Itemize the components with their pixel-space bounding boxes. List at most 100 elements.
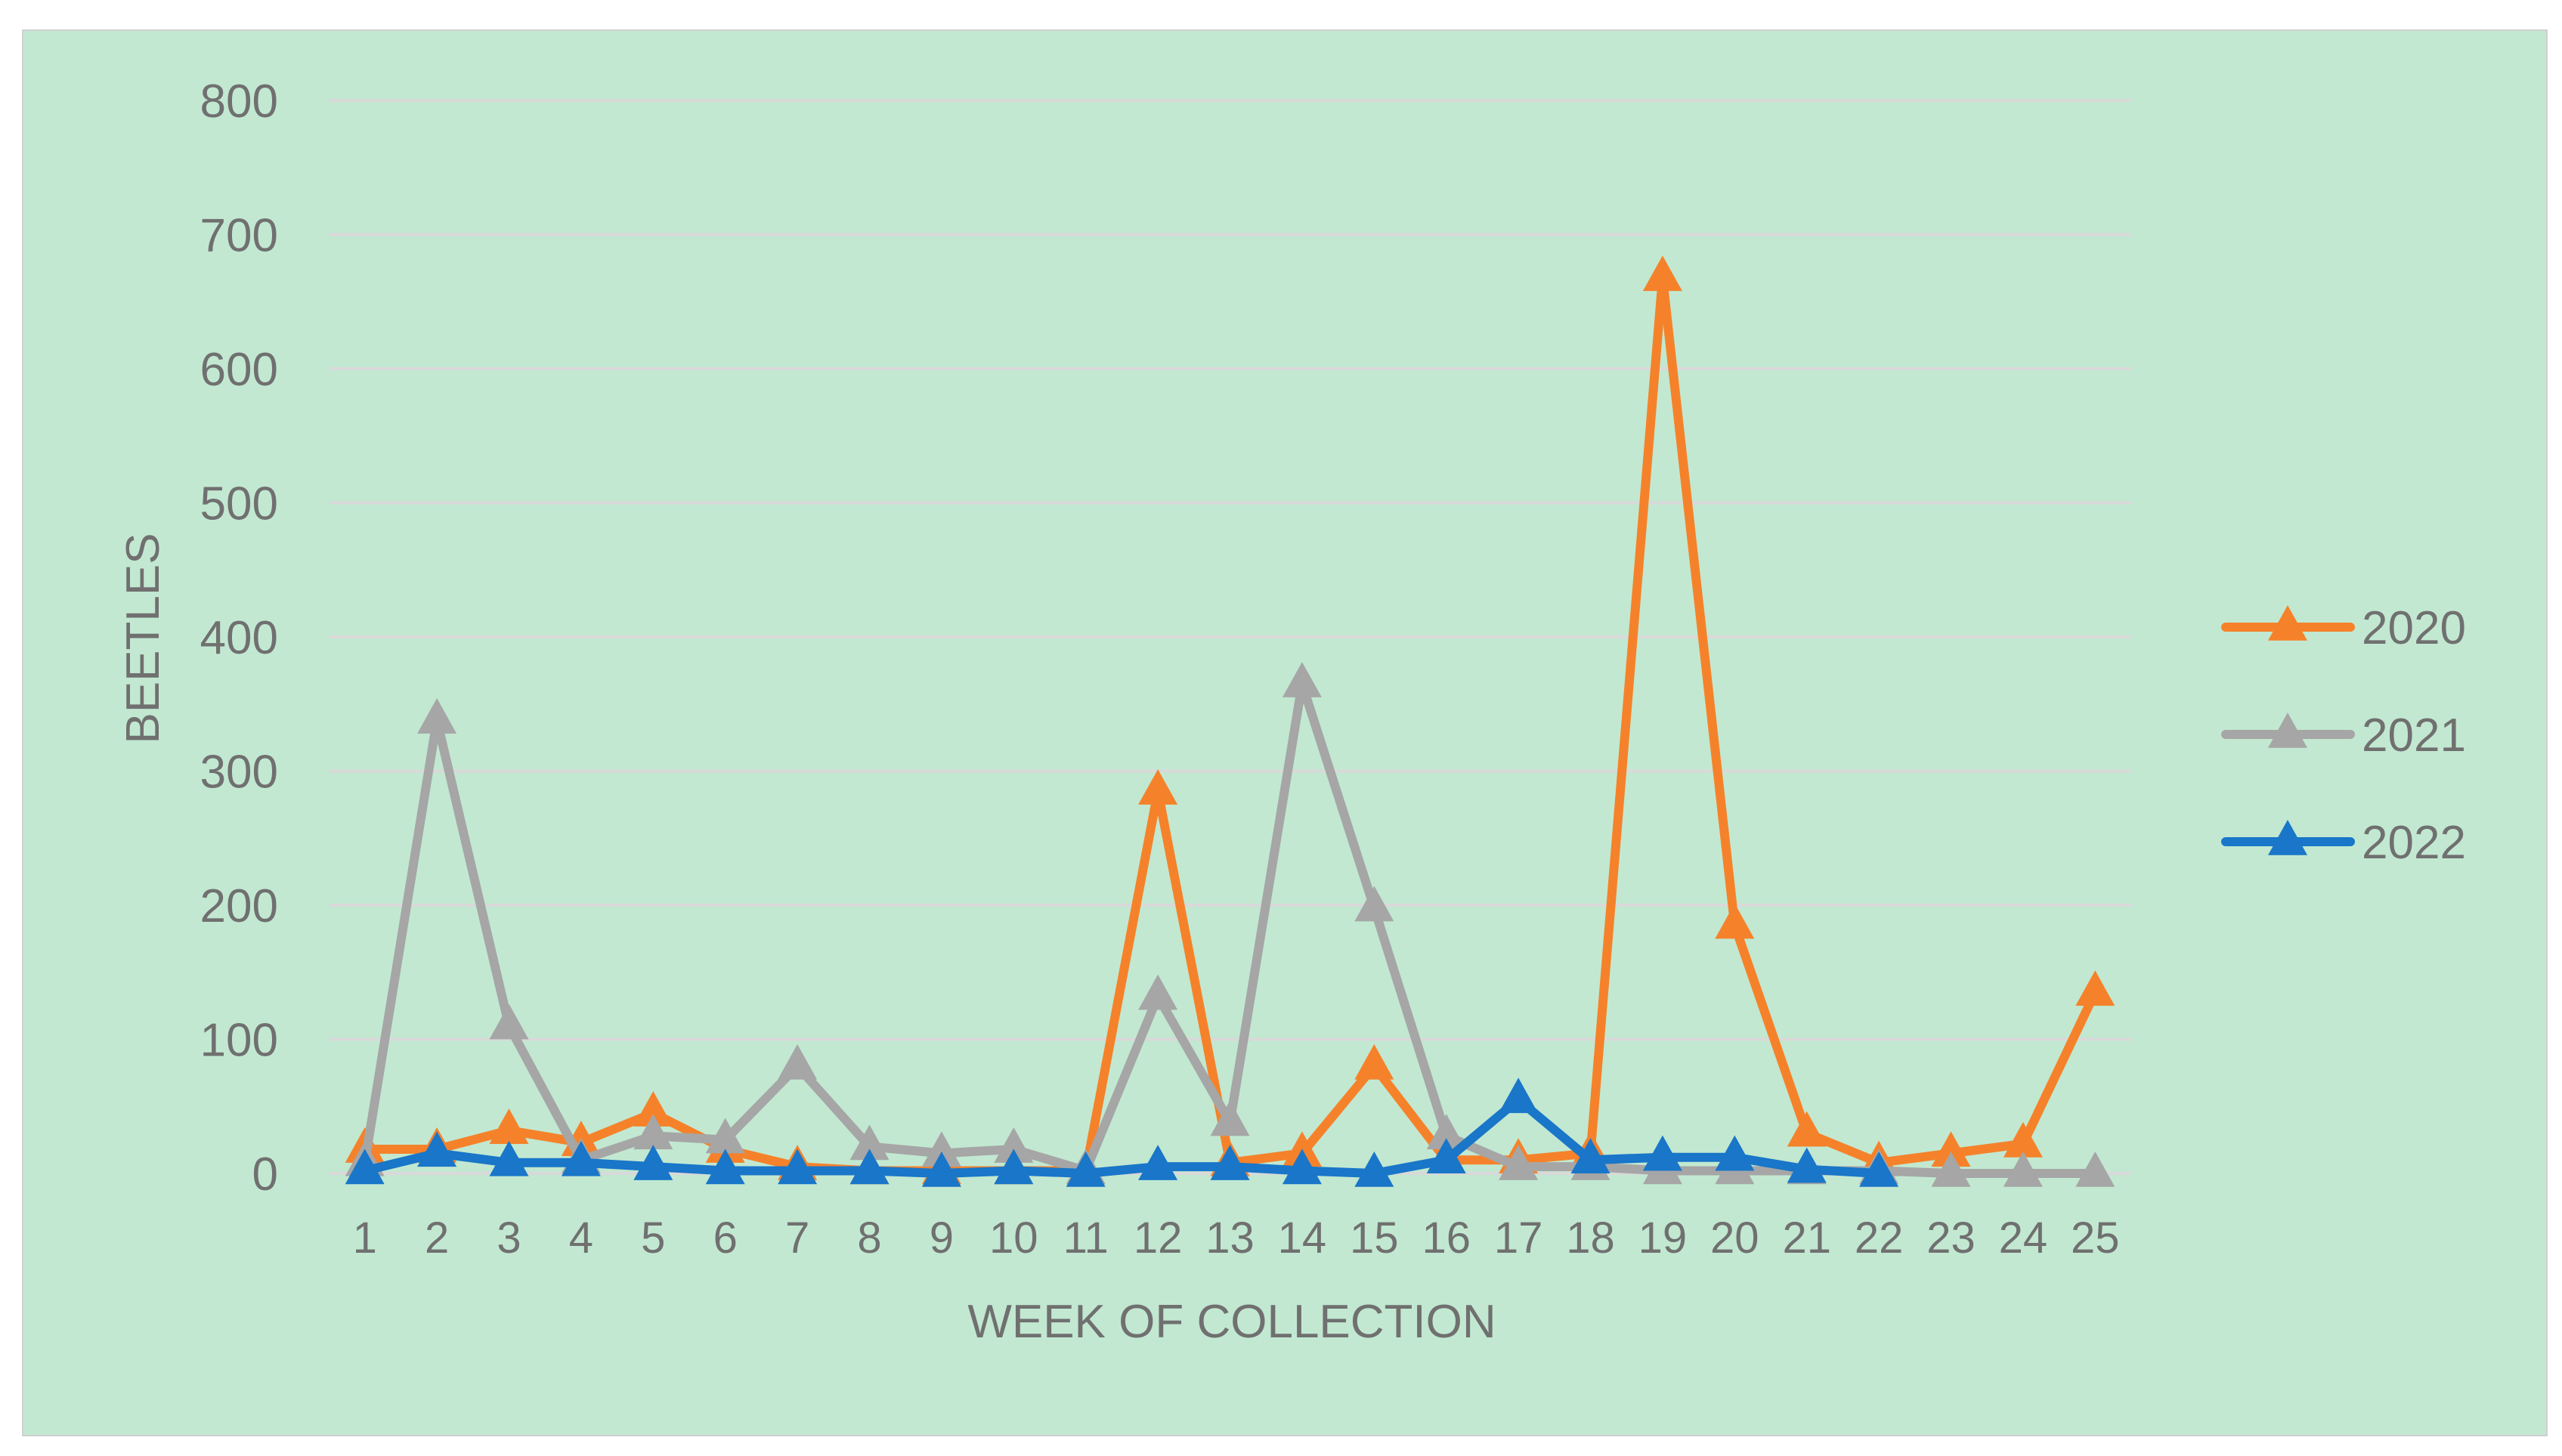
legend-marker [2268, 604, 2307, 641]
data-point-2021-week-14 [1282, 662, 1322, 697]
data-point-2020-week-15 [1354, 1043, 1394, 1080]
legend-entry-2020: 2020 [2221, 602, 2466, 654]
data-point-2022-week-1 [345, 1148, 385, 1185]
data-point-2022-week-13 [1210, 1145, 1250, 1180]
data-point-2022-week-17 [1499, 1077, 1539, 1114]
x-tick-label: 20 [1710, 1213, 1759, 1263]
data-point-2020-week-19 [1642, 255, 1682, 292]
x-tick-label: 6 [713, 1213, 738, 1263]
x-axis-label: WEEK OF COLLECTION [967, 1296, 1496, 1348]
x-tick-label: 1 [353, 1213, 377, 1263]
data-point-2022-week-6 [705, 1148, 745, 1185]
x-tick-label: 13 [1205, 1213, 1255, 1263]
x-tick-label: 21 [1782, 1213, 1831, 1263]
data-point-2020-week-3 [489, 1108, 529, 1144]
x-tick-label: 4 [569, 1213, 593, 1263]
data-point-2021-week-16 [1426, 1114, 1466, 1150]
x-tick-label: 18 [1566, 1213, 1615, 1263]
legend-label: 2021 [2362, 709, 2466, 762]
x-tick-label: 22 [1855, 1213, 1904, 1263]
y-tick-label: 400 [200, 612, 278, 664]
legend-label: 2022 [2362, 817, 2466, 869]
data-point-2022-week-5 [633, 1145, 673, 1180]
legend-marker [2268, 819, 2307, 855]
data-point-2021-week-7 [778, 1043, 818, 1080]
data-point-2020-week-5 [633, 1091, 673, 1127]
data-point-2021-week-10 [994, 1127, 1034, 1163]
y-axis-label: BEETLES [117, 533, 169, 743]
y-tick-label: 200 [200, 880, 278, 932]
data-point-2022-week-11 [1066, 1151, 1106, 1187]
data-point-2021-week-5 [633, 1114, 673, 1150]
data-point-2020-week-12 [1138, 769, 1178, 805]
data-point-2022-week-19 [1642, 1135, 1682, 1171]
data-point-2022-week-22 [1859, 1151, 1899, 1187]
data-point-2022-week-15 [1354, 1151, 1394, 1187]
x-tick-label: 19 [1638, 1213, 1688, 1263]
data-point-2022-week-20 [1715, 1135, 1755, 1171]
series-layer [345, 255, 2115, 1187]
x-tick-label: 25 [2071, 1213, 2120, 1263]
x-tick-label: 5 [641, 1213, 665, 1263]
x-tick-label: 10 [989, 1213, 1038, 1263]
data-point-2021-week-12 [1138, 974, 1178, 1010]
x-axis-ticks: 1 2 3 4 5 6 7 8 9 10 11 12 13 14 15 16 17 18 19 20 21 22 23 24 2… [353, 1213, 2120, 1263]
data-point-2022-week-14 [1282, 1148, 1322, 1185]
data-point-2021-week-15 [1354, 886, 1394, 922]
data-point-2021-week-17 [1499, 1145, 1539, 1180]
x-tick-label: 11 [1063, 1213, 1109, 1263]
x-tick-label: 17 [1494, 1213, 1543, 1263]
data-point-2022-week-2 [417, 1131, 457, 1167]
y-tick-label: 0 [252, 1148, 278, 1201]
data-point-2022-week-21 [1787, 1147, 1827, 1183]
y-tick-label: 700 [200, 210, 278, 262]
x-tick-label: 12 [1134, 1213, 1183, 1263]
series-line-2022 [360, 1095, 1884, 1178]
legend-entry-2021: 2021 [2221, 709, 2466, 762]
y-tick-label: 800 [200, 76, 278, 128]
x-tick-label: 8 [857, 1213, 881, 1263]
x-tick-label: 2 [425, 1213, 449, 1263]
x-tick-label: 9 [930, 1213, 954, 1263]
y-tick-label: 600 [200, 344, 278, 396]
data-point-2021-week-25 [2075, 1151, 2115, 1187]
data-point-2021-week-2 [417, 698, 457, 734]
data-point-2022-week-3 [489, 1140, 529, 1176]
y-tick-label: 100 [200, 1015, 278, 1067]
y-tick-label: 500 [200, 478, 278, 530]
data-point-2021-week-24 [2003, 1151, 2043, 1187]
x-tick-label: 15 [1350, 1213, 1399, 1263]
data-point-2022-week-12 [1138, 1145, 1178, 1180]
data-point-2021-week-9 [921, 1131, 961, 1167]
data-point-2020-week-24 [2003, 1121, 2043, 1158]
data-point-2020-week-25 [2075, 970, 2115, 1006]
data-point-2020-week-21 [1787, 1111, 1827, 1147]
data-point-2022-week-9 [921, 1151, 961, 1187]
legend-marker [2268, 712, 2307, 748]
x-tick-label: 24 [1999, 1213, 2048, 1263]
data-point-2021-week-3 [489, 1003, 529, 1040]
data-point-2020-week-23 [1931, 1131, 1971, 1167]
data-point-2021-week-23 [1931, 1151, 1971, 1187]
series-2022 [345, 1077, 1899, 1187]
data-point-2022-week-10 [994, 1148, 1034, 1185]
x-tick-label: 7 [785, 1213, 809, 1263]
y-tick-label: 300 [200, 747, 278, 799]
x-tick-label: 16 [1422, 1213, 1471, 1263]
legend-label: 2020 [2362, 602, 2466, 654]
data-point-2022-week-4 [561, 1140, 601, 1176]
data-point-2021-week-6 [705, 1118, 745, 1154]
y-axis-ticks: 0 100 200 300 400 500 600 700 800 [200, 76, 278, 1201]
x-tick-label: 23 [1926, 1213, 1976, 1263]
data-point-2021-week-13 [1210, 1100, 1250, 1136]
data-point-2020-week-20 [1715, 903, 1755, 939]
data-point-2022-week-7 [778, 1148, 818, 1185]
data-point-2022-week-16 [1426, 1138, 1466, 1174]
x-tick-label: 14 [1278, 1213, 1327, 1263]
data-point-2021-week-8 [849, 1124, 890, 1161]
x-tick-label: 3 [497, 1213, 521, 1263]
legend: 2020 2021 2022 [2221, 602, 2466, 869]
legend-entry-2022: 2022 [2221, 817, 2466, 869]
